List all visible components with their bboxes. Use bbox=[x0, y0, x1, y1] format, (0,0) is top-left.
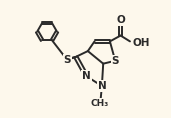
Text: N: N bbox=[97, 81, 106, 91]
Text: CH₃: CH₃ bbox=[91, 99, 109, 108]
Text: S: S bbox=[63, 55, 71, 65]
Text: OH: OH bbox=[133, 38, 150, 48]
Text: S: S bbox=[111, 56, 119, 66]
Text: N: N bbox=[82, 71, 91, 81]
Text: O: O bbox=[116, 15, 125, 25]
